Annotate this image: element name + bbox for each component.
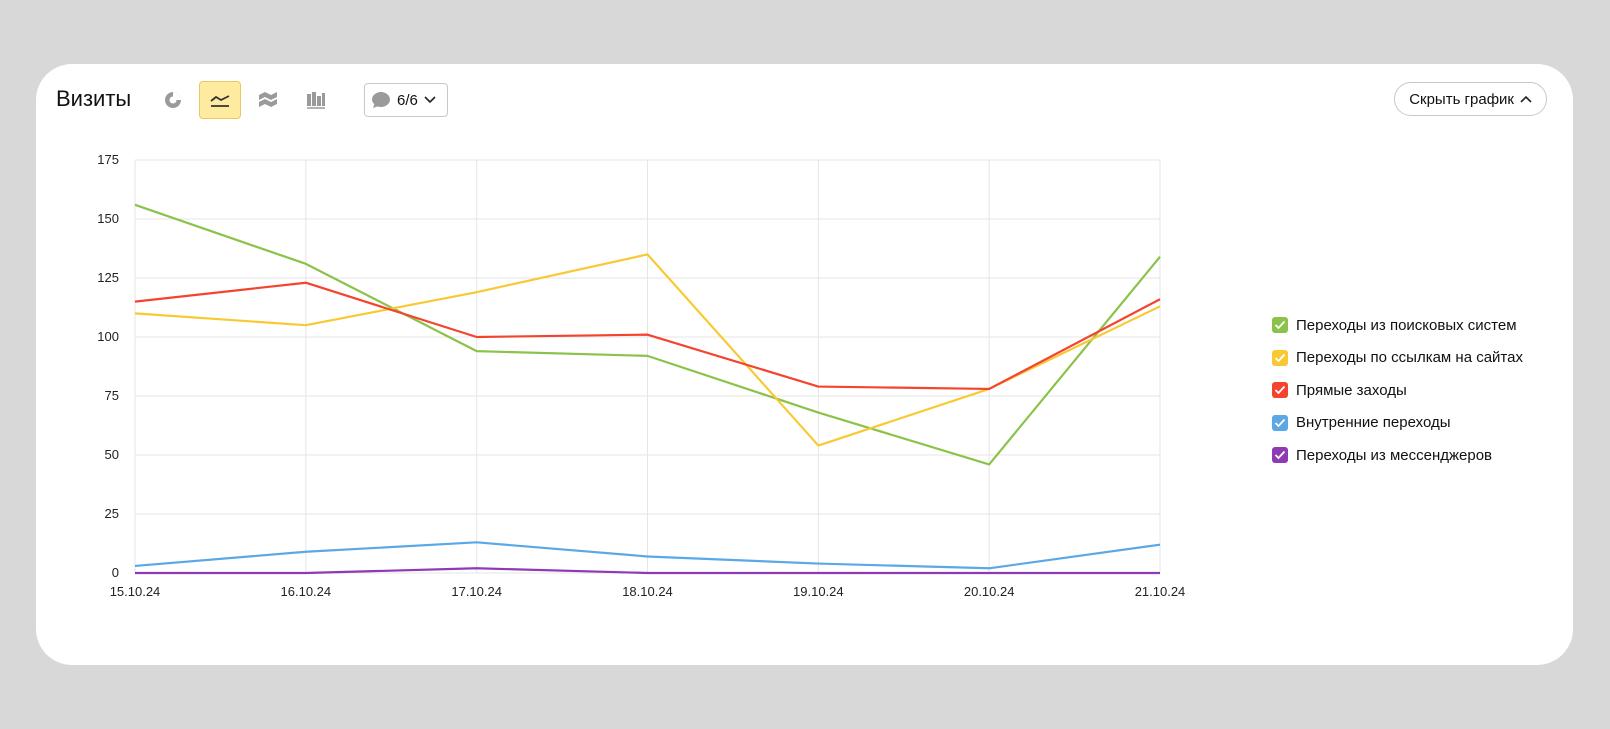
y-tick-label: 25 xyxy=(105,506,119,521)
checkbox-checked-icon[interactable] xyxy=(1272,317,1288,334)
checkbox-checked-icon[interactable] xyxy=(1272,349,1288,366)
legend-item[interactable]: Прямые заходы xyxy=(1272,374,1523,407)
x-tick-label: 16.10.24 xyxy=(281,584,332,599)
x-tick-label: 21.10.24 xyxy=(1135,584,1186,599)
visits-line-chart: 0 25 50 75 100 125 150 175 15.10.24 16.10.24 17.10… xyxy=(97,152,1186,599)
visits-card: Визиты 6/6 xyxy=(36,64,1573,665)
y-tick-label: 150 xyxy=(97,211,119,226)
legend-item[interactable]: Переходы из поисковых систем xyxy=(1272,309,1523,342)
chevron-up-icon xyxy=(1520,95,1532,103)
hide-chart-label: Скрыть график xyxy=(1409,90,1514,108)
x-tick-label: 18.10.24 xyxy=(622,584,673,599)
annotations-dropdown[interactable]: 6/6 xyxy=(364,83,448,117)
pie-chart-icon[interactable] xyxy=(152,81,194,119)
y-tick-label: 75 xyxy=(105,388,119,403)
stacked-area-icon[interactable] xyxy=(247,81,289,119)
series-line-2 xyxy=(134,281,1161,391)
y-tick-label: 100 xyxy=(97,329,119,344)
counter-label: 6/6 xyxy=(397,91,418,109)
chart-legend: Переходы из поисковых систем Переходы по … xyxy=(1272,309,1523,472)
x-tick-label: 17.10.24 xyxy=(451,584,502,599)
checkbox-checked-icon[interactable] xyxy=(1272,414,1288,431)
comment-icon xyxy=(372,92,390,108)
widget-title: Визиты xyxy=(56,86,132,111)
legend-item[interactable]: Внутренние переходы xyxy=(1272,407,1523,440)
checkbox-checked-icon[interactable] xyxy=(1272,382,1288,399)
legend-label: Внутренние переходы xyxy=(1296,414,1451,432)
legend-item[interactable]: Переходы по ссылкам на сайтах xyxy=(1272,342,1523,375)
stacked-bar-icon[interactable] xyxy=(295,81,337,119)
legend-label: Прямые заходы xyxy=(1296,381,1407,399)
series-line-3 xyxy=(134,541,1161,570)
chevron-down-icon xyxy=(424,96,436,104)
x-tick-label: 19.10.24 xyxy=(793,584,844,599)
series-line-4 xyxy=(135,567,1160,575)
y-tick-label: 50 xyxy=(105,447,119,462)
hide-chart-button[interactable]: Скрыть график xyxy=(1394,82,1547,116)
x-tick-label: 15.10.24 xyxy=(110,584,161,599)
y-tick-label: 0 xyxy=(112,565,119,580)
y-tick-label: 175 xyxy=(97,152,119,167)
checkbox-checked-icon[interactable] xyxy=(1272,447,1288,464)
series-line-0 xyxy=(134,203,1161,466)
legend-label: Переходы из поисковых систем xyxy=(1296,316,1517,334)
legend-label: Переходы по ссылкам на сайтах xyxy=(1296,349,1523,367)
x-tick-label: 20.10.24 xyxy=(964,584,1015,599)
legend-item[interactable]: Переходы из мессенджеров xyxy=(1272,439,1523,472)
line-chart-icon[interactable] xyxy=(199,81,241,119)
y-tick-label: 125 xyxy=(97,270,119,285)
legend-label: Переходы из мессенджеров xyxy=(1296,446,1493,464)
